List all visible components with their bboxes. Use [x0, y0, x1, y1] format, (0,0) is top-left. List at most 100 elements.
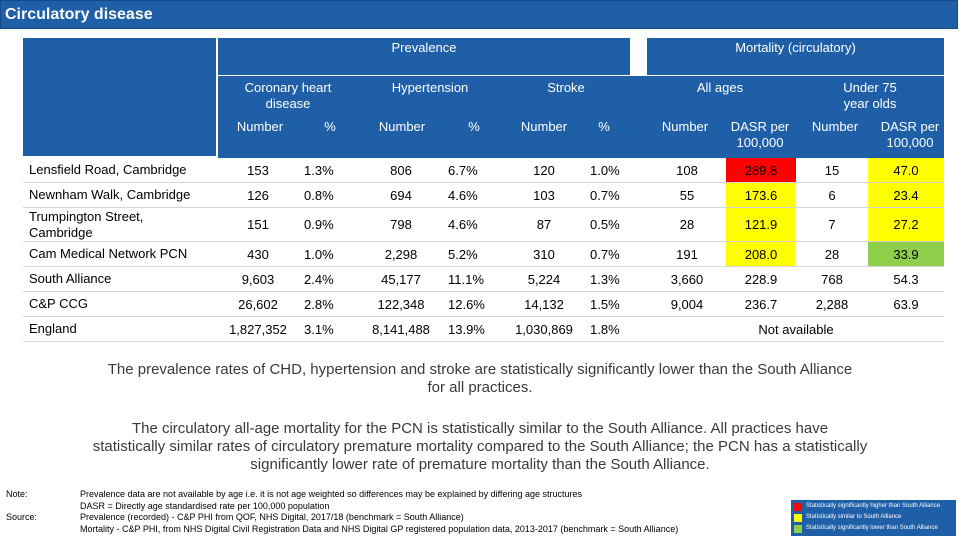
- table-row: Cam Medical Network PCN 430 1.0% 2,298 5.2% 3…: [23, 241, 944, 267]
- legend-label-higher: Statistically significantly higher than …: [806, 503, 941, 509]
- legend-swatch-higher: [794, 503, 802, 511]
- hyp-number: 694: [360, 182, 442, 208]
- under75-dasr: 33.9: [868, 241, 944, 267]
- chd-number: 153: [218, 158, 298, 183]
- hypertension-header: Hypertension: [391, 80, 469, 95]
- table-row: Lensfield Road, Cambridge 153 1.3% 806 6.7% 1…: [23, 158, 944, 183]
- stroke-number: 14,132: [504, 291, 584, 317]
- under75-dasr: 63.9: [868, 291, 944, 317]
- under75-dasr: 47.0: [868, 158, 944, 183]
- prevalence-header-ext: [580, 38, 630, 75]
- practice-name-line1: Cam Medical Network PCN: [29, 246, 188, 261]
- stroke-number: 310: [504, 241, 584, 267]
- under75-header-line2: year olds: [843, 96, 897, 111]
- prevalence-label: Prevalence: [391, 40, 457, 55]
- hyp-pct: 13.9%: [442, 316, 504, 342]
- under75-dasr: 27.2: [868, 207, 944, 242]
- practice-name-line1: Trumpington Street,: [29, 208, 144, 224]
- hyp-number: 798: [360, 207, 442, 242]
- mortality-summary-line1: The circulatory all-age mortality for th…: [131, 420, 829, 437]
- all-ages-number: 9,004: [648, 291, 726, 317]
- under75-number: 768: [796, 266, 868, 292]
- stroke-pct: 1.0%: [584, 158, 648, 183]
- stroke-pct: 1.5%: [584, 291, 648, 317]
- table-row: Trumpington Street, Cambridge 151 0.9% 798 4.…: [23, 207, 944, 242]
- chd-pct: 2.4%: [298, 266, 360, 292]
- stroke-pct: 1.8%: [584, 316, 648, 342]
- col-u75-number: Number: [811, 119, 859, 134]
- mortality-summary-line2: statistically similar rates of circulato…: [92, 438, 868, 455]
- all-ages-number: 28: [648, 207, 726, 242]
- under75-header-line1: Under 75: [843, 80, 897, 95]
- under75-number: 28: [796, 241, 868, 267]
- table-row: South Alliance 9,603 2.4% 45,177 11.1% 5,224 1…: [23, 266, 944, 292]
- all-ages-dasr: 236.7: [726, 291, 796, 317]
- practice-name-line2: Cambridge: [29, 224, 93, 240]
- chd-pct: 1.0%: [298, 241, 360, 267]
- col-all-number: Number: [661, 119, 709, 134]
- practice-name-line1: C&P CCG: [29, 296, 88, 311]
- col-str-number: Number: [520, 119, 568, 134]
- mortality-header: Mortality (circulatory): [647, 38, 944, 75]
- hyp-pct: 6.7%: [442, 158, 504, 183]
- practice-name: C&P CCG: [23, 291, 218, 317]
- chd-pct: 0.9%: [298, 207, 360, 242]
- chd-number: 26,602: [218, 291, 298, 317]
- stroke-number: 120: [504, 158, 584, 183]
- hyp-pct: 4.6%: [442, 182, 504, 208]
- hyp-number: 8,141,488: [360, 316, 442, 342]
- chd-pct: 3.1%: [298, 316, 360, 342]
- stroke-header: Stroke: [547, 80, 585, 95]
- practice-name: Newnham Walk, Cambridge: [23, 182, 218, 208]
- stroke-pct: 0.7%: [584, 241, 648, 267]
- stroke-number: 5,224: [504, 266, 584, 292]
- prevalence-summary-line2: for all practices.: [427, 379, 533, 396]
- title-bar: Circulatory disease: [0, 0, 958, 29]
- prevalence-header: Prevalence: [218, 38, 580, 75]
- practice-name: England: [23, 316, 218, 342]
- prevalence-summary: The prevalence rates of CHD, hypertensio…: [40, 361, 920, 397]
- row-label-header: [23, 38, 216, 156]
- chd-pct: 0.8%: [298, 182, 360, 208]
- col-hyp-number: Number: [378, 119, 426, 134]
- chd-number: 1,827,352: [218, 316, 298, 342]
- mortality-label: Mortality (circulatory): [735, 40, 856, 55]
- hyp-number: 2,298: [360, 241, 442, 267]
- chd-number: 430: [218, 241, 298, 267]
- stroke-pct: 0.5%: [584, 207, 648, 242]
- hyp-number: 122,348: [360, 291, 442, 317]
- legend-swatch-lower: [794, 525, 802, 533]
- col-chd-number: Number: [236, 119, 284, 134]
- stroke-number: 1,030,869: [504, 316, 584, 342]
- practice-name: Lensfield Road, Cambridge: [23, 158, 218, 183]
- all-ages-dasr: 121.9: [726, 207, 796, 242]
- under75-dasr: 23.4: [868, 182, 944, 208]
- stroke-number: 103: [504, 182, 584, 208]
- col-all-dasr-line1: DASR per: [730, 119, 790, 134]
- all-ages-number: 191: [648, 241, 726, 267]
- all-ages-dasr: 228.9: [726, 266, 796, 292]
- col-str-pct: %: [598, 119, 610, 134]
- under75-number: 7: [796, 207, 868, 242]
- footnote-line1: Prevalence data are not available by age…: [80, 489, 582, 499]
- under75-number: 15: [796, 158, 868, 183]
- hyp-number: 45,177: [360, 266, 442, 292]
- chd-header-line1: Coronary heart: [244, 80, 332, 95]
- under75-dasr: 54.3: [868, 266, 944, 292]
- footnote-line4: Mortality - C&P PHI, from NHS Digital Ci…: [80, 523, 679, 534]
- footnote-line2: DASR = Directly age standardised rate pe…: [80, 500, 330, 511]
- hyp-pct: 11.1%: [442, 266, 504, 292]
- hyp-pct: 12.6%: [442, 291, 504, 317]
- practice-name: Trumpington Street, Cambridge: [23, 207, 218, 242]
- practice-name: Cam Medical Network PCN: [23, 241, 218, 267]
- legend-swatch-similar: [794, 514, 802, 522]
- all-ages-header: All ages: [696, 80, 744, 95]
- page-title: Circulatory disease: [5, 6, 153, 23]
- all-ages-dasr: 289.8: [726, 158, 796, 183]
- mortality-summary-line3: significantly lower rate of premature mo…: [250, 456, 710, 473]
- col-u75-dasr-line1: DASR per: [880, 119, 940, 134]
- chd-pct: 2.8%: [298, 291, 360, 317]
- hyp-number: 806: [360, 158, 442, 183]
- prevalence-summary-line1: The prevalence rates of CHD, hypertensio…: [107, 361, 853, 378]
- practice-name-line1: South Alliance: [29, 271, 112, 286]
